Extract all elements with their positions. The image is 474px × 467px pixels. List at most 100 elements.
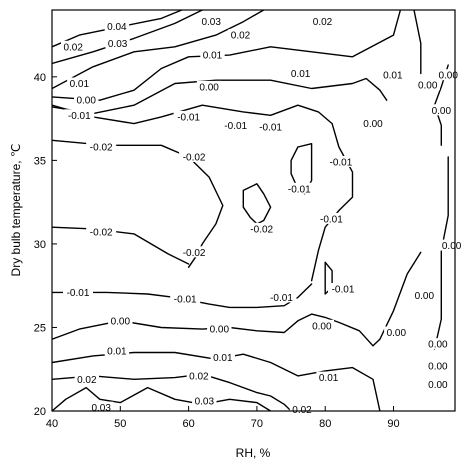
contour-label-text: -0.01 (288, 184, 311, 195)
contour-label-45: 0.00 (425, 378, 451, 391)
contour-label-text: 0.00 (111, 316, 131, 327)
contour-label-text: -0.01 (177, 112, 200, 123)
contour-label-38: 0.00 (425, 338, 451, 351)
contour-label-text: 0.01 (291, 69, 311, 80)
plot-frame (51, 9, 456, 412)
contour-label-text: 0.00 (199, 82, 219, 93)
contour-label-text: 0.03 (91, 403, 111, 414)
contour-label-text: 0.04 (107, 22, 127, 33)
contour-label-24: -0.02 (86, 226, 117, 239)
contour-label-text: 0.00 (438, 71, 458, 82)
contour-line-3 (52, 10, 402, 101)
contour-label-22: -0.01 (325, 156, 356, 169)
y-tick-label: 30 (34, 239, 46, 251)
contour-label-text: 0.03 (201, 17, 221, 28)
contour-label-text: 0.02 (63, 42, 83, 53)
contour-label-10: 0.01 (67, 77, 92, 90)
contour-line-8 (242, 183, 272, 225)
contour-label-text: 0.03 (108, 39, 128, 50)
contour-label-46: 0.03 (89, 401, 114, 414)
contour-label-47: 0.03 (192, 395, 217, 408)
contour-label-text: -0.01 (224, 121, 247, 132)
contour-label-text: 0.00 (432, 106, 452, 117)
contour-label-text: -0.02 (90, 228, 113, 239)
contour-label-18: -0.01 (255, 121, 286, 134)
contour-label-text: -0.01 (332, 285, 355, 296)
contour-label-text: 0.00 (312, 321, 332, 332)
contour-label-23: -0.01 (284, 182, 315, 195)
contour-line-7 (52, 226, 190, 265)
contour-label-41: 0.01 (316, 371, 341, 384)
contour-label-text: 0.00 (418, 81, 438, 92)
y-axis-title: Dry bulb temperature, ℃ (9, 144, 23, 277)
contour-label-19: 0.00 (360, 117, 386, 130)
contour-label-text: -0.01 (67, 288, 90, 299)
contour-line-1 (52, 10, 203, 65)
contour-label-text: -0.01 (174, 295, 197, 306)
x-tick-label: 60 (182, 418, 194, 430)
contour-line-14 (52, 373, 292, 411)
x-axis: 40 50 60 70 80 90 (46, 406, 400, 430)
contour-label-36: 0.00 (309, 319, 334, 332)
contour-label-26: -0.01 (316, 212, 347, 225)
contour-line-2 (52, 10, 265, 90)
contour-label-31: -0.01 (266, 291, 297, 304)
contour-label-25: -0.02 (246, 222, 277, 235)
x-tick-label: 40 (46, 418, 58, 430)
contour-label-text: -0.02 (90, 143, 113, 154)
contour-label-16: -0.01 (173, 110, 204, 123)
contour-line-18 (433, 156, 449, 350)
contour-label-text: -0.02 (250, 224, 273, 235)
contour-label-11: 0.00 (74, 94, 99, 107)
contour-line-15 (52, 386, 272, 411)
contour-label-42: 0.00 (425, 359, 451, 372)
contour-label-0: 0.04 (104, 20, 130, 33)
contour-label-text: 0.00 (363, 119, 383, 130)
contour-label-43: 0.02 (74, 373, 99, 386)
y-tick-label: 40 (34, 72, 46, 84)
contour-label-text: 0.02 (292, 405, 312, 416)
contour-label-text: -0.01 (330, 158, 353, 169)
contour-line-17 (413, 10, 422, 75)
contour-label-39: 0.01 (104, 344, 130, 357)
contour-label-32: -0.01 (328, 283, 358, 296)
contour-label-29: -0.01 (63, 286, 93, 299)
contour-label-34: 0.00 (108, 314, 133, 327)
contour-label-text: -0.01 (270, 293, 293, 304)
contour-label-text: 0.02 (77, 375, 97, 386)
contour-label-text: -0.02 (183, 153, 206, 164)
contour-label-text: 0.02 (313, 17, 333, 28)
contour-label-text: 0.00 (76, 96, 96, 107)
contour-label-text: -0.01 (68, 111, 91, 122)
contour-label-text: -0.01 (259, 123, 282, 134)
contour-label-1: 0.03 (199, 15, 224, 28)
contour-label-text: 0.00 (428, 380, 448, 391)
contour-label-text: 0.01 (107, 346, 127, 357)
contour-label-14: 0.00 (429, 104, 454, 117)
contour-label-7: 0.01 (288, 67, 313, 80)
contour-label-30: -0.01 (170, 293, 201, 306)
contour-label-2: 0.02 (310, 15, 335, 28)
contour-label-text: 0.00 (428, 340, 448, 351)
contour-label-text: 0.00 (415, 291, 435, 302)
contour-label-text: 0.00 (210, 325, 230, 336)
x-tick-label: 90 (387, 418, 399, 430)
x-axis-title: RH, % (236, 446, 271, 460)
contour-line-4 (52, 77, 388, 115)
contour-label-27: -0.02 (179, 246, 210, 259)
contour-label-28: 0.00 (439, 239, 464, 252)
contour-label-text: 0.01 (213, 353, 233, 364)
contour-label-8: 0.01 (380, 69, 405, 82)
x-tick-label: 70 (251, 418, 263, 430)
contour-label-48: 0.02 (289, 403, 315, 416)
y-tick-label: 25 (34, 322, 46, 334)
contour-label-5: 0.02 (228, 29, 253, 42)
x-tick-label: 50 (114, 418, 126, 430)
contour-label-text: 0.00 (442, 241, 462, 252)
contour-label-text: 0.01 (383, 71, 403, 82)
contour-label-text: 0.02 (189, 371, 209, 382)
contour-label-text: 0.00 (387, 328, 407, 339)
contour-label-6: 0.01 (200, 49, 225, 62)
contour-label-15: -0.01 (64, 109, 95, 122)
